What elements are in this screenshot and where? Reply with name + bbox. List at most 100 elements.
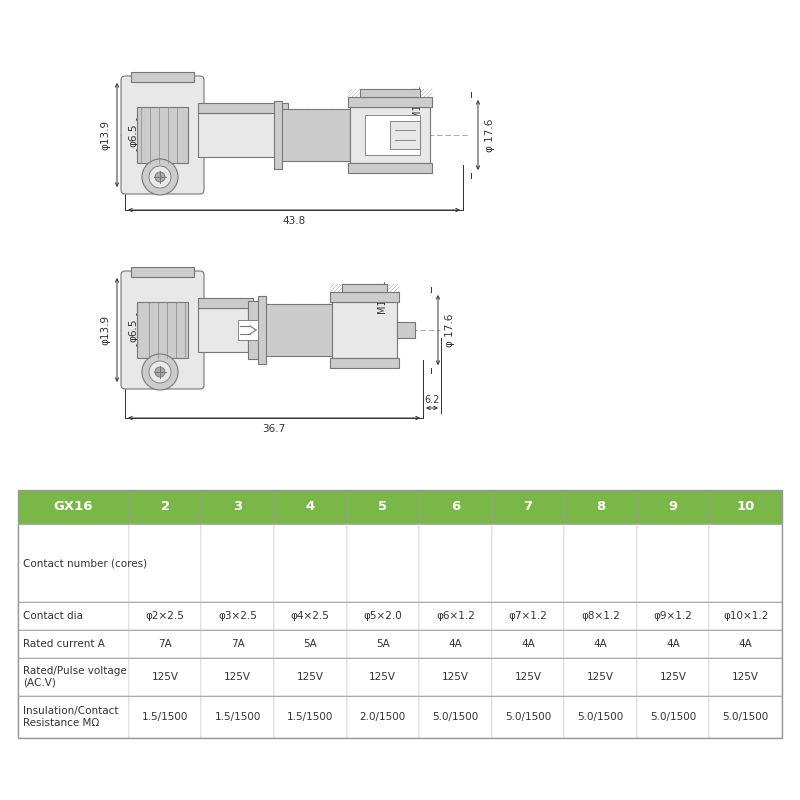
Bar <box>137 107 188 163</box>
Text: 3: 3 <box>233 501 242 514</box>
Text: 6: 6 <box>589 572 591 576</box>
Bar <box>348 163 432 173</box>
Bar <box>637 490 710 524</box>
Text: 125V: 125V <box>297 672 324 682</box>
Text: 4: 4 <box>539 568 542 572</box>
Bar <box>360 89 420 97</box>
Text: 7: 7 <box>514 554 517 558</box>
Text: φ7×1.2: φ7×1.2 <box>509 611 547 621</box>
Text: 7: 7 <box>661 572 664 576</box>
Text: 4: 4 <box>610 572 613 576</box>
Text: 7A: 7A <box>158 639 172 649</box>
Text: 6: 6 <box>450 501 460 514</box>
Bar <box>330 358 399 368</box>
Bar <box>202 658 274 696</box>
Bar <box>129 696 202 738</box>
Text: 5: 5 <box>682 572 686 576</box>
Text: 6.2: 6.2 <box>424 395 440 405</box>
Bar <box>202 490 274 524</box>
Text: 2: 2 <box>369 558 372 562</box>
Text: φ6.5: φ6.5 <box>128 123 138 146</box>
Text: 1: 1 <box>672 562 674 566</box>
Text: 2: 2 <box>173 565 176 569</box>
Bar <box>346 696 419 738</box>
Bar <box>129 490 202 524</box>
Bar <box>18 602 129 630</box>
Bar <box>274 490 346 524</box>
Bar <box>198 113 278 157</box>
Bar <box>637 630 710 658</box>
Bar <box>18 630 129 658</box>
Text: 3: 3 <box>752 548 754 552</box>
Text: 2: 2 <box>318 551 321 555</box>
Text: φ 17.6: φ 17.6 <box>445 314 455 346</box>
Bar <box>274 524 346 602</box>
Bar <box>419 658 492 696</box>
Text: 3: 3 <box>614 561 617 565</box>
Text: 2: 2 <box>672 546 674 550</box>
Text: 5: 5 <box>442 568 445 572</box>
Text: 4: 4 <box>306 501 315 514</box>
Text: 3: 3 <box>164 565 166 569</box>
Text: 7: 7 <box>742 576 745 580</box>
Text: 8: 8 <box>657 561 659 565</box>
Bar <box>564 630 637 658</box>
Bar <box>390 121 420 149</box>
Text: φ9×1.2: φ9×1.2 <box>654 611 693 621</box>
Text: Contact dia: Contact dia <box>23 611 83 621</box>
Text: φ2×2.5: φ2×2.5 <box>146 611 185 621</box>
Text: 3: 3 <box>394 558 397 562</box>
Bar <box>342 284 387 292</box>
Bar <box>564 490 637 524</box>
Bar <box>637 602 710 630</box>
Bar <box>278 109 350 161</box>
Bar <box>278 109 350 161</box>
Bar <box>202 524 274 602</box>
Bar <box>274 630 346 658</box>
Bar <box>18 696 129 738</box>
Text: 9: 9 <box>669 501 678 514</box>
Text: 10: 10 <box>731 551 737 555</box>
Text: 5.0/1500: 5.0/1500 <box>432 712 478 722</box>
Bar <box>346 602 419 630</box>
Bar <box>129 602 202 630</box>
Bar <box>419 696 492 738</box>
Text: 8: 8 <box>589 550 591 554</box>
Text: 5: 5 <box>526 575 530 579</box>
Bar <box>129 524 202 602</box>
Bar <box>131 72 194 82</box>
Text: 2: 2 <box>161 501 170 514</box>
Text: 6: 6 <box>442 554 445 558</box>
Text: φ10×1.2: φ10×1.2 <box>723 611 768 621</box>
Bar <box>710 696 782 738</box>
Circle shape <box>142 354 178 390</box>
Text: 3: 3 <box>466 568 469 572</box>
FancyBboxPatch shape <box>121 271 204 389</box>
FancyBboxPatch shape <box>121 76 204 194</box>
Bar <box>274 696 346 738</box>
Bar <box>564 658 637 696</box>
Text: 5.0/1500: 5.0/1500 <box>505 712 551 722</box>
Text: 7: 7 <box>584 561 587 565</box>
Text: 1: 1 <box>154 565 157 569</box>
Text: 2: 2 <box>526 546 530 550</box>
Bar <box>198 298 253 308</box>
Text: M16X1: M16X1 <box>412 84 422 118</box>
Text: 3: 3 <box>299 570 302 574</box>
Bar <box>198 113 278 157</box>
Text: Rated current A: Rated current A <box>23 639 105 649</box>
Text: 4A: 4A <box>449 639 462 649</box>
Bar <box>492 658 564 696</box>
Bar <box>330 358 399 368</box>
Text: φ6×1.2: φ6×1.2 <box>436 611 475 621</box>
Bar <box>637 524 710 602</box>
Text: 1: 1 <box>299 551 302 555</box>
Bar <box>129 630 202 658</box>
Text: 5A: 5A <box>376 639 390 649</box>
Bar <box>637 696 710 738</box>
Bar <box>274 101 282 169</box>
Text: 4: 4 <box>687 561 690 565</box>
Text: 5: 5 <box>390 573 392 577</box>
Bar <box>492 490 564 524</box>
Text: 5: 5 <box>599 576 602 580</box>
